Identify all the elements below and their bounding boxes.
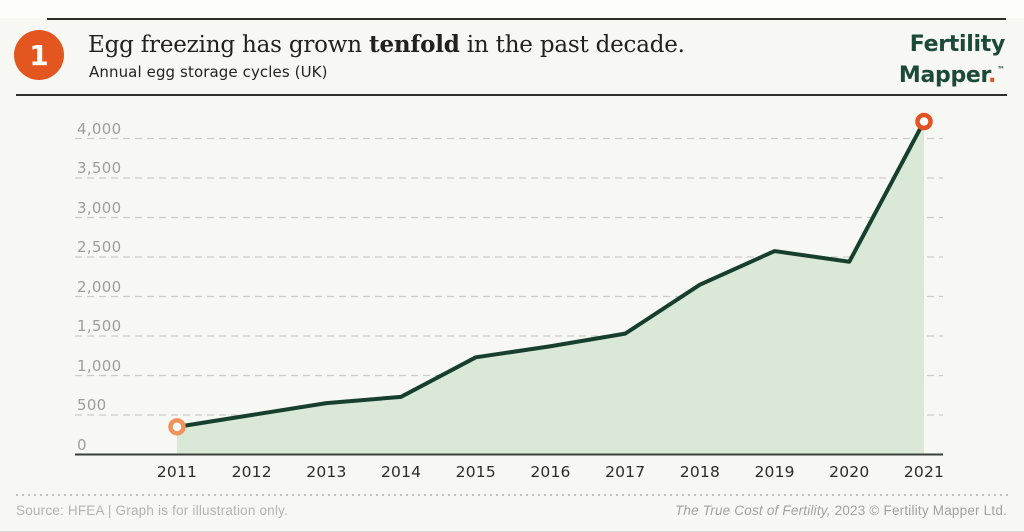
title-text-suffix: in the past decade. (459, 32, 685, 58)
figure-number-badge: 1 (14, 30, 64, 80)
chart-subtitle: Annual egg storage cycles (UK) (89, 63, 328, 81)
footer-dotted-separator (16, 494, 1008, 496)
logo-orange-dot: . (987, 63, 996, 88)
y-axis-label-0: 0 (77, 435, 87, 454)
copyright-note: The True Cost of Fertility, 2023 © Ferti… (675, 503, 1007, 518)
y-axis-label-2,500: 2,500 (77, 238, 122, 256)
x-axis-label-2021: 2021 (903, 463, 945, 481)
data-point-marker-2021 (915, 112, 933, 131)
y-axis-label-2,000: 2,000 (77, 277, 122, 296)
trend-line (175, 119, 926, 429)
x-axis-label-2014: 2014 (380, 463, 422, 481)
title-text-bold: tenfold (369, 31, 460, 58)
x-axis-label-2020: 2020 (829, 463, 870, 481)
fertility-mapper-logo: Fertility Mapper.™ (899, 32, 1005, 88)
y-axis-label-3,500: 3,500 (77, 159, 122, 177)
y-axis-label-3,000: 3,000 (77, 198, 122, 217)
y-axis-label-1,500: 1,500 (77, 317, 122, 335)
logo-line1: Fertility (909, 32, 1006, 57)
logo-line2: Mapper (898, 63, 988, 88)
x-axis-label-2015: 2015 (455, 463, 496, 481)
x-axis-label-2016: 2016 (530, 463, 571, 481)
trademark-symbol: ™ (997, 65, 1005, 74)
y-axis-label-500: 500 (77, 396, 107, 414)
x-axis-label-2012: 2012 (231, 463, 272, 481)
page-title: Egg freezing has grown tenfold in the pa… (88, 31, 788, 58)
page-top-margin (0, 0, 1024, 18)
header-bottom-rule (16, 94, 1007, 96)
x-axis-label-2011: 2011 (156, 463, 198, 481)
data-point-marker-2011 (168, 418, 186, 436)
source-note: Source: HFEA | Graph is for illustration… (16, 503, 289, 518)
x-axis-label-2013: 2013 (306, 463, 347, 481)
chart-area-fill (177, 121, 924, 455)
copyright-text: 2023 © Fertility Mapper Ltd. (830, 503, 1007, 518)
figure-number: 1 (29, 38, 49, 72)
title-text-prefix: Egg freezing has grown (88, 32, 370, 58)
y-axis-label-4,000: 4,000 (77, 119, 122, 138)
y-axis-label-1,000: 1,000 (77, 356, 122, 375)
x-axis-label-2017: 2017 (605, 463, 646, 481)
report-title-italic: The True Cost of Fertility, (674, 503, 831, 518)
header-top-rule (47, 18, 1006, 20)
x-axis-label-2019: 2019 (754, 463, 795, 481)
x-axis-label-2018: 2018 (679, 463, 721, 481)
